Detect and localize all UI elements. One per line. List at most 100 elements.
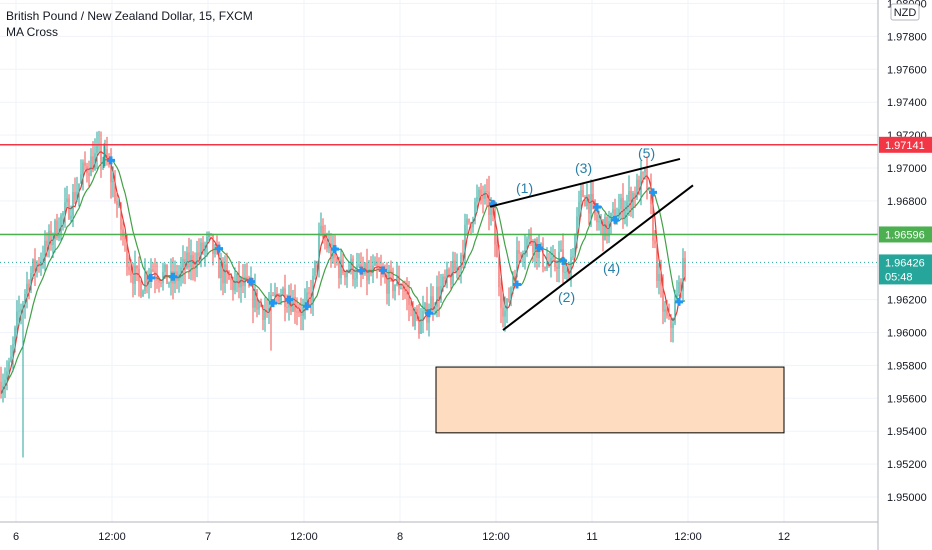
candle-body: [560, 249, 562, 252]
candle-body: [260, 302, 262, 307]
candle-body: [76, 191, 78, 201]
support-price-tag: [879, 226, 932, 243]
candle-body: [586, 194, 588, 207]
candle-body: [526, 238, 528, 250]
candle-body: [476, 196, 478, 202]
candle-body: [70, 215, 72, 219]
candle-body: [472, 220, 474, 227]
candle-body: [370, 268, 372, 274]
candle-body: [308, 292, 310, 294]
candle-body: [326, 241, 328, 249]
candle-body: [398, 275, 400, 289]
candle-body: [138, 268, 140, 282]
candle-body: [194, 267, 196, 269]
chart-legend: British Pound / New Zealand Dollar, 15, …: [6, 8, 253, 40]
candle-body: [414, 308, 416, 327]
bar-countdown-label: 05:48: [885, 271, 913, 283]
candle-body: [62, 213, 64, 216]
candle-body: [478, 189, 480, 197]
candle-body: [44, 240, 46, 261]
candle-body: [192, 255, 194, 268]
candle-body: [24, 293, 26, 304]
candle-body: [428, 312, 430, 323]
candle-body: [462, 254, 464, 257]
x-tick-label: 6: [13, 531, 19, 543]
candle-body: [234, 280, 236, 291]
x-tick-label: 12:00: [482, 531, 510, 543]
candle-body: [678, 281, 680, 294]
candle-body: [116, 201, 118, 206]
candle-body: [268, 307, 270, 312]
candle-body: [490, 206, 492, 216]
candle-body: [28, 283, 30, 290]
rising-wedge-trendlines[interactable]: [489, 157, 694, 331]
candle-body: [292, 296, 294, 312]
candle-body: [658, 273, 660, 281]
candle-body: [0, 381, 2, 394]
ma-cross-marker: [535, 243, 543, 252]
wave-label-4: (4): [603, 260, 620, 276]
ma-cross-marker: [303, 302, 311, 311]
grid: [0, 0, 878, 522]
candle-body: [252, 282, 254, 308]
candle-body: [350, 258, 352, 270]
candle-body: [372, 265, 374, 274]
candle-body: [410, 304, 412, 306]
candle-body: [400, 287, 402, 289]
candle-body: [374, 261, 376, 266]
candle-body: [226, 264, 228, 272]
candle-body: [114, 180, 116, 202]
candle-body: [384, 273, 386, 277]
candle-body: [36, 263, 38, 271]
candle-body: [456, 266, 458, 272]
candle-body: [16, 311, 18, 328]
candle-body: [164, 264, 166, 272]
candle-body: [356, 265, 358, 279]
candle-body: [48, 230, 50, 246]
candle-body: [154, 271, 156, 278]
ma-cross-marker: [593, 203, 601, 212]
candle-body: [336, 257, 338, 263]
ma-cross-markers: [107, 156, 683, 318]
candle-body: [676, 293, 678, 302]
candle-body: [438, 286, 440, 301]
candle-body: [306, 292, 308, 302]
candle-body: [264, 310, 266, 320]
candle-body: [542, 243, 544, 267]
candle-body: [246, 276, 248, 279]
wedge-lower-line: [502, 184, 694, 331]
candle-body: [240, 277, 242, 288]
demand-zone[interactable]: [435, 366, 785, 434]
candle-body: [602, 219, 604, 241]
candle-body: [432, 296, 434, 309]
candle-body: [86, 166, 88, 174]
ma-cross-marker: [215, 244, 223, 253]
horizontal-levels[interactable]: [0, 144, 878, 263]
candle-body: [314, 261, 316, 276]
y-tick-label: 1.95600: [887, 393, 927, 405]
candle-body: [68, 198, 70, 219]
y-tick-label: 1.97000: [887, 163, 927, 175]
candle-body: [304, 301, 306, 307]
candle-body: [128, 266, 130, 271]
candle-body: [498, 257, 500, 288]
candle-body: [198, 252, 200, 256]
candle-body: [228, 271, 230, 280]
candle-body: [204, 245, 206, 252]
current-price-label: 1.96426: [885, 257, 925, 269]
candle-body: [64, 202, 66, 214]
candle-body: [652, 204, 654, 241]
candle-body: [474, 201, 476, 221]
candle-body: [416, 308, 418, 317]
candle-body: [556, 266, 558, 269]
candle-body: [502, 307, 504, 317]
currency-badge-label: NZD: [894, 7, 917, 19]
candle-body: [222, 262, 224, 284]
candle-body: [178, 274, 180, 281]
candle-body: [392, 271, 394, 292]
candle-body: [126, 239, 128, 267]
y-tick-label: 1.96800: [887, 196, 927, 208]
candle-body: [312, 275, 314, 303]
ma-cross-marker: [269, 299, 277, 308]
